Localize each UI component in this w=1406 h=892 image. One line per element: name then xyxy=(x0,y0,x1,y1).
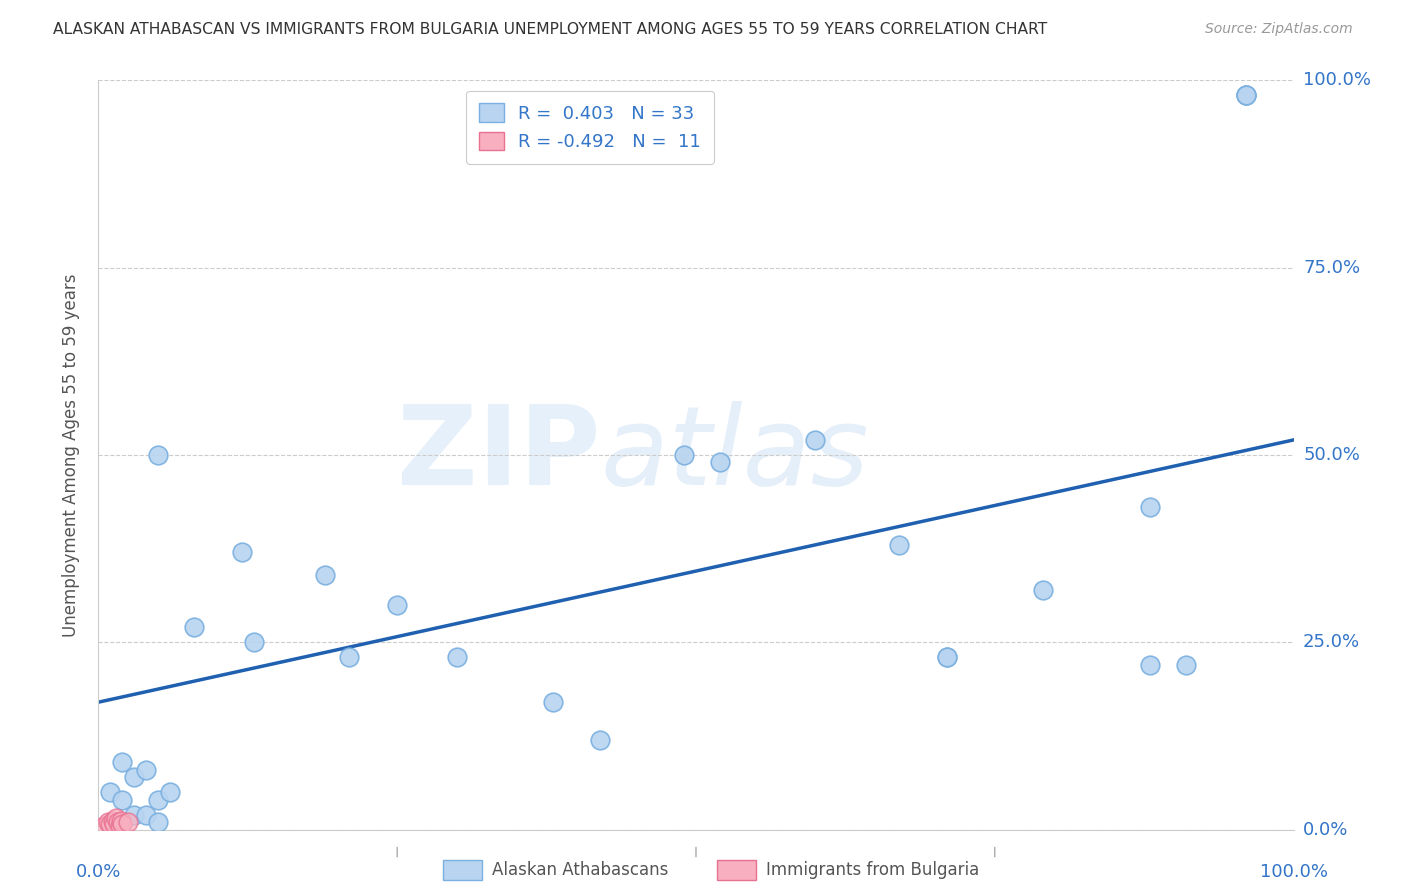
Point xyxy=(97,815,120,830)
Point xyxy=(108,819,131,833)
Point xyxy=(93,819,115,833)
Text: 0.0%: 0.0% xyxy=(76,863,121,881)
Point xyxy=(111,792,134,806)
Text: 25.0%: 25.0% xyxy=(1303,633,1360,651)
Point xyxy=(243,635,266,649)
Point xyxy=(231,545,253,559)
Point xyxy=(889,538,911,552)
Text: 75.0%: 75.0% xyxy=(1303,259,1360,277)
Point xyxy=(135,763,157,777)
Point xyxy=(446,650,468,665)
Point xyxy=(804,433,827,447)
Text: atlas: atlas xyxy=(600,401,869,508)
Text: ALASKAN ATHABASCAN VS IMMIGRANTS FROM BULGARIA UNEMPLOYMENT AMONG AGES 55 TO 59 : ALASKAN ATHABASCAN VS IMMIGRANTS FROM BU… xyxy=(53,22,1047,37)
Text: Immigrants from Bulgaria: Immigrants from Bulgaria xyxy=(766,861,980,879)
Text: Source: ZipAtlas.com: Source: ZipAtlas.com xyxy=(1205,22,1353,37)
Text: Alaskan Athabascans: Alaskan Athabascans xyxy=(492,861,668,879)
Point xyxy=(107,815,129,830)
Point xyxy=(936,650,959,665)
Point xyxy=(1175,657,1198,672)
Point xyxy=(105,811,128,825)
Point xyxy=(183,620,205,634)
Point xyxy=(111,755,134,769)
Point xyxy=(315,567,337,582)
Point xyxy=(148,815,170,830)
Text: 100.0%: 100.0% xyxy=(1260,863,1327,881)
Point xyxy=(589,732,612,747)
Point xyxy=(541,695,564,709)
Point xyxy=(339,650,361,665)
Point xyxy=(148,448,170,462)
Legend: R =  0.403   N = 33, R = -0.492   N =  11: R = 0.403 N = 33, R = -0.492 N = 11 xyxy=(465,91,714,164)
Point xyxy=(98,785,122,799)
Text: ZIP: ZIP xyxy=(396,401,600,508)
Point xyxy=(1032,582,1054,597)
Point xyxy=(1234,88,1257,103)
Point xyxy=(709,455,731,469)
Point xyxy=(385,598,409,612)
Point xyxy=(101,814,124,828)
Point xyxy=(124,770,146,784)
Point xyxy=(98,816,122,830)
Point xyxy=(148,792,170,806)
Point xyxy=(1139,500,1161,515)
Point xyxy=(673,448,696,462)
Point xyxy=(1234,88,1257,103)
Text: 0.0%: 0.0% xyxy=(1303,821,1348,838)
Y-axis label: Unemployment Among Ages 55 to 59 years: Unemployment Among Ages 55 to 59 years xyxy=(62,273,80,637)
Point xyxy=(117,815,139,830)
Point xyxy=(159,785,181,799)
Point xyxy=(1139,657,1161,672)
Text: 100.0%: 100.0% xyxy=(1303,71,1371,89)
Point xyxy=(936,650,959,665)
Text: 50.0%: 50.0% xyxy=(1303,446,1360,464)
Point xyxy=(135,807,157,822)
Point xyxy=(111,816,134,830)
Point xyxy=(103,817,125,831)
Point xyxy=(1234,88,1257,103)
Point xyxy=(124,807,146,822)
Point xyxy=(110,814,132,828)
